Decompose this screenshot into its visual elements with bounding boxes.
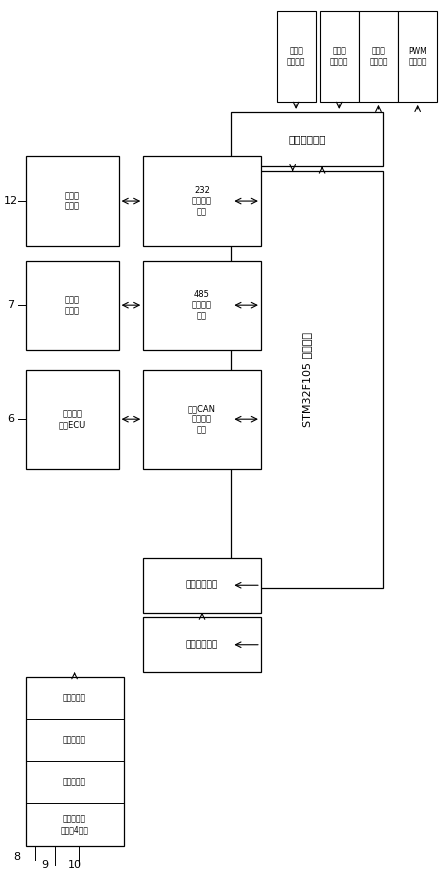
Text: 光耦隔离电路: 光耦隔离电路 (289, 134, 326, 144)
FancyBboxPatch shape (231, 112, 383, 166)
FancyBboxPatch shape (143, 370, 261, 468)
Text: 模拟量
输入接口: 模拟量 输入接口 (330, 46, 349, 66)
Text: 232
总线驱动
电路: 232 总线驱动 电路 (192, 186, 212, 216)
Text: 电子控制
单元ECU: 电子控制 单元ECU (58, 410, 86, 429)
FancyBboxPatch shape (143, 260, 261, 350)
Text: 485
总线驱动
电路: 485 总线驱动 电路 (192, 290, 212, 320)
Text: 油位传感器: 油位传感器 (63, 778, 86, 787)
FancyBboxPatch shape (231, 171, 383, 587)
Text: 数字量
输出接口: 数字量 输出接口 (369, 46, 388, 66)
Text: 数字量
输入接口: 数字量 输入接口 (287, 46, 305, 66)
Text: 7: 7 (7, 300, 15, 310)
Text: 其他传感器
（预留4路）: 其他传感器 （预留4路） (61, 815, 89, 834)
Text: 6: 6 (8, 414, 14, 424)
Text: 9: 9 (42, 860, 49, 871)
Text: 数据采集电路: 数据采集电路 (186, 641, 218, 649)
Text: 气压传感器: 气压传感器 (63, 694, 86, 703)
Text: 两路CAN
总线驱动
电路: 两路CAN 总线驱动 电路 (188, 405, 216, 434)
FancyBboxPatch shape (26, 677, 124, 845)
Text: 液晶屏
驱动板: 液晶屏 驱动板 (65, 191, 80, 211)
FancyBboxPatch shape (26, 260, 119, 350)
Text: 8: 8 (14, 852, 21, 863)
FancyBboxPatch shape (26, 156, 119, 246)
FancyBboxPatch shape (359, 10, 398, 102)
FancyBboxPatch shape (143, 558, 261, 613)
FancyBboxPatch shape (26, 370, 119, 468)
FancyBboxPatch shape (398, 10, 437, 102)
Text: 气温传感器: 气温传感器 (63, 736, 86, 745)
Text: PWM
输出接口: PWM 输出接口 (408, 46, 427, 66)
FancyBboxPatch shape (143, 617, 261, 672)
Text: 12: 12 (4, 196, 18, 206)
Text: 进气阀
驱动板: 进气阀 驱动板 (65, 295, 80, 315)
FancyBboxPatch shape (143, 156, 261, 246)
Text: 信号处理电路: 信号处理电路 (186, 580, 218, 590)
Text: STM32F105 最小系统: STM32F105 最小系统 (303, 332, 312, 427)
FancyBboxPatch shape (320, 10, 359, 102)
FancyBboxPatch shape (276, 10, 316, 102)
Text: 10: 10 (68, 860, 82, 871)
